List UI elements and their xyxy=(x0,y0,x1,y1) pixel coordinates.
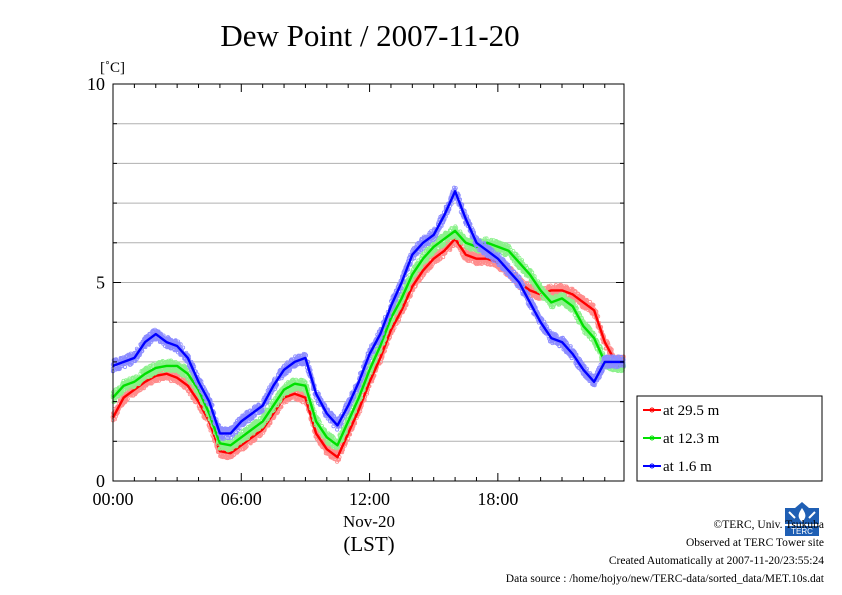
data-point xyxy=(317,420,322,425)
data-point xyxy=(587,299,592,304)
data-point xyxy=(551,304,556,309)
data-point xyxy=(588,327,593,332)
data-point xyxy=(574,306,579,311)
data-point xyxy=(461,244,466,249)
data-point xyxy=(278,398,283,403)
data-point xyxy=(446,238,451,243)
data-point xyxy=(413,284,418,289)
series-3 xyxy=(110,185,626,441)
data-point xyxy=(187,392,192,397)
data-point xyxy=(228,447,233,452)
data-point xyxy=(437,257,442,262)
data-point xyxy=(336,457,341,462)
series-line xyxy=(112,229,624,447)
data-point xyxy=(253,437,258,442)
data-point xyxy=(532,274,537,279)
data-point xyxy=(548,283,553,288)
data-point xyxy=(279,404,284,409)
data-point xyxy=(126,386,131,391)
data-point xyxy=(247,432,252,437)
data-point xyxy=(129,361,134,366)
data-point xyxy=(125,396,130,401)
data-point xyxy=(303,380,308,385)
data-point xyxy=(122,364,127,369)
data-point xyxy=(331,435,336,440)
y-axis-unit: [˚C] xyxy=(100,60,125,76)
data-point xyxy=(154,370,159,375)
data-point xyxy=(328,434,333,439)
data-point xyxy=(252,436,257,441)
data-point xyxy=(592,333,597,338)
data-point xyxy=(524,263,529,268)
data-point xyxy=(234,442,239,447)
data-point xyxy=(525,280,530,285)
data-point xyxy=(591,302,596,307)
data-point xyxy=(257,434,262,439)
data-point xyxy=(117,366,122,371)
data-point xyxy=(611,368,616,373)
data-point xyxy=(422,271,427,276)
data-point xyxy=(284,400,289,405)
data-point xyxy=(251,431,256,436)
series-layer xyxy=(110,185,626,464)
data-point xyxy=(265,417,270,422)
data-point xyxy=(418,265,423,270)
data-point xyxy=(565,286,570,291)
data-point xyxy=(157,360,162,365)
data-point xyxy=(418,276,423,281)
data-point xyxy=(438,236,443,241)
data-point xyxy=(439,234,444,239)
data-point xyxy=(458,229,463,234)
data-point xyxy=(271,408,276,413)
data-point xyxy=(515,253,520,258)
data-point xyxy=(520,258,525,263)
data-point xyxy=(285,391,290,396)
chart-title: Dew Point / 2007-11-20 xyxy=(220,18,519,53)
data-point xyxy=(573,289,578,294)
series-1 xyxy=(110,231,626,464)
data-point xyxy=(489,237,494,242)
data-point xyxy=(275,403,280,408)
